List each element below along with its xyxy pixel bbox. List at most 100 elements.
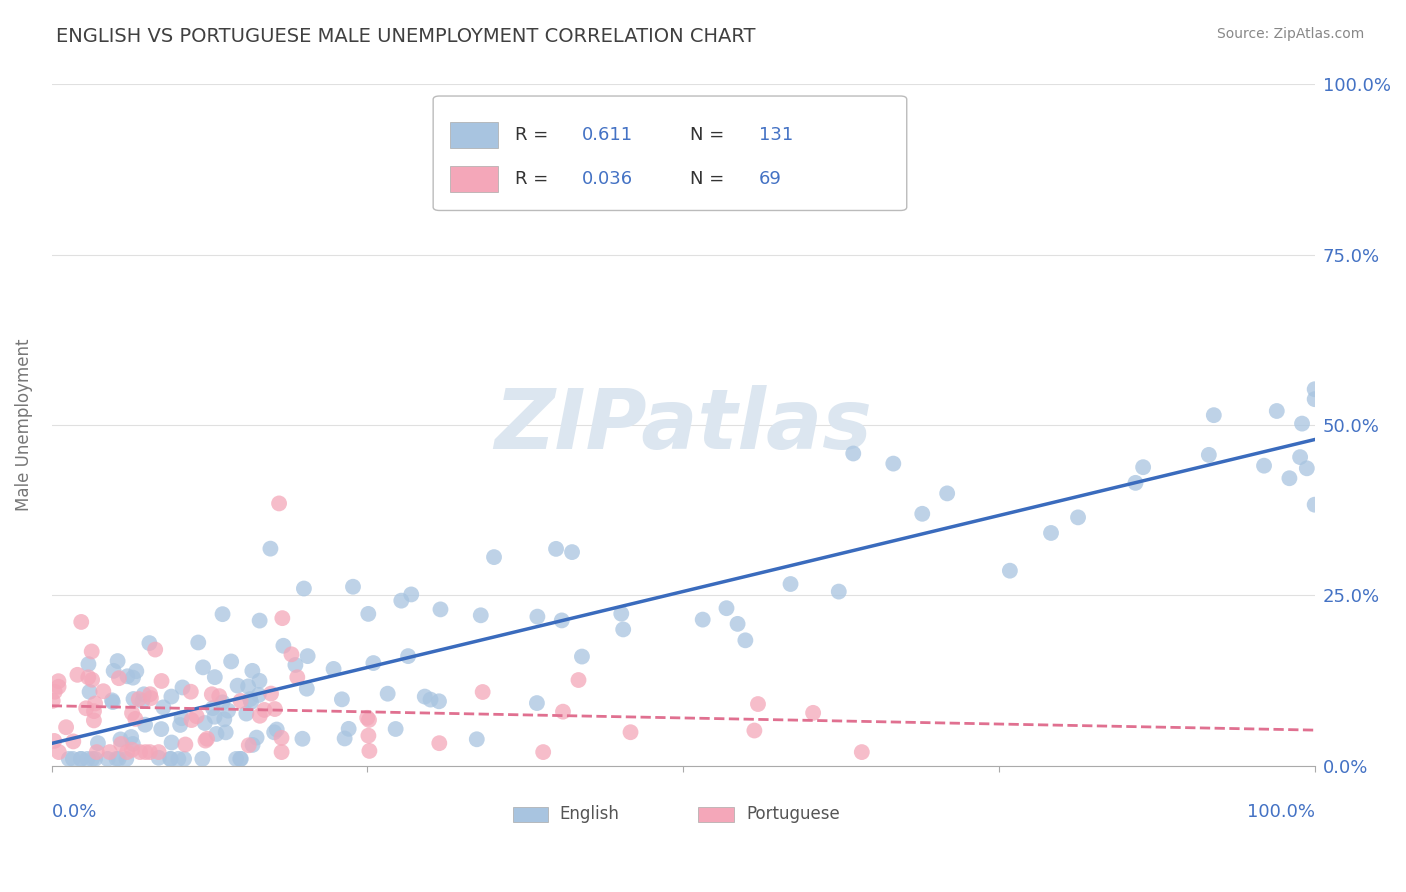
Point [139,745,162,759]
Point [851,745,873,759]
Point [70,752,93,766]
Point [105,752,128,766]
Point [62,752,84,766]
Point [121,737,143,751]
Point [225,752,247,766]
Point [211,695,233,709]
Point [103,664,125,678]
Point [263,725,285,739]
Point [115,745,138,759]
Point [129,745,152,759]
Point [201,687,224,701]
Point [1289,450,1312,464]
Point [131,694,153,708]
Point [998,564,1021,578]
Text: 100.0%: 100.0% [1247,803,1315,822]
Point [205,727,228,741]
Point [240,664,263,678]
Point [159,752,181,766]
Point [77,670,100,684]
Point [148,745,170,759]
Text: 131: 131 [759,126,793,144]
Point [1303,392,1326,406]
Point [716,601,738,615]
Point [238,739,260,753]
Point [235,706,257,721]
Point [132,687,155,701]
Point [359,744,381,758]
Point [186,709,208,723]
Point [249,673,271,688]
Point [801,706,824,720]
Point [139,687,162,701]
Point [226,679,249,693]
Point [297,649,319,664]
Point [48,745,70,759]
Point [1303,382,1326,396]
Point [194,733,217,747]
Point [249,614,271,628]
Point [727,616,749,631]
Point [170,711,193,725]
Point [191,660,214,674]
Point [125,664,148,678]
Point [571,649,593,664]
Point [471,685,494,699]
Point [356,711,378,725]
Point [399,587,422,601]
Point [280,648,302,662]
Text: Portuguese: Portuguese [747,805,841,823]
Point [69,752,91,766]
Point [1125,475,1147,490]
Point [48,674,70,689]
Point [101,693,124,707]
Bar [450,122,498,148]
Point [82,752,104,766]
Point [322,662,344,676]
Point [337,722,360,736]
Point [249,708,271,723]
Point [551,705,574,719]
Point [148,751,170,765]
Point [1132,460,1154,475]
Point [84,697,107,711]
Point [120,730,142,744]
Point [97,752,120,766]
Point [101,695,124,709]
Point [779,577,801,591]
Point [427,694,450,708]
Point [55,720,77,734]
Point [544,541,567,556]
Point [87,736,110,750]
Point [242,738,264,752]
Point [271,611,294,625]
Point [413,690,436,704]
Point [191,752,214,766]
Point [526,696,548,710]
Point [342,580,364,594]
Point [612,623,634,637]
Point [357,729,380,743]
Point [260,687,283,701]
Point [239,692,262,706]
Point [744,723,766,738]
Point [270,745,292,759]
Point [160,735,183,749]
Text: 0.611: 0.611 [582,126,633,144]
Point [128,692,150,706]
Point [48,680,70,694]
Point [384,722,406,736]
Point [79,685,101,699]
Point [1303,498,1326,512]
Point [211,607,233,622]
Point [427,736,450,750]
Point [291,731,314,746]
Point [83,714,105,728]
Text: N =: N = [689,170,730,188]
Text: ENGLISH VS PORTUGUESE MALE UNEMPLOYMENT CORRELATION CHART: ENGLISH VS PORTUGUESE MALE UNEMPLOYMENT … [56,27,756,45]
Point [747,697,769,711]
Point [122,671,145,685]
Point [292,582,315,596]
Point [91,684,114,698]
Point [266,723,288,737]
